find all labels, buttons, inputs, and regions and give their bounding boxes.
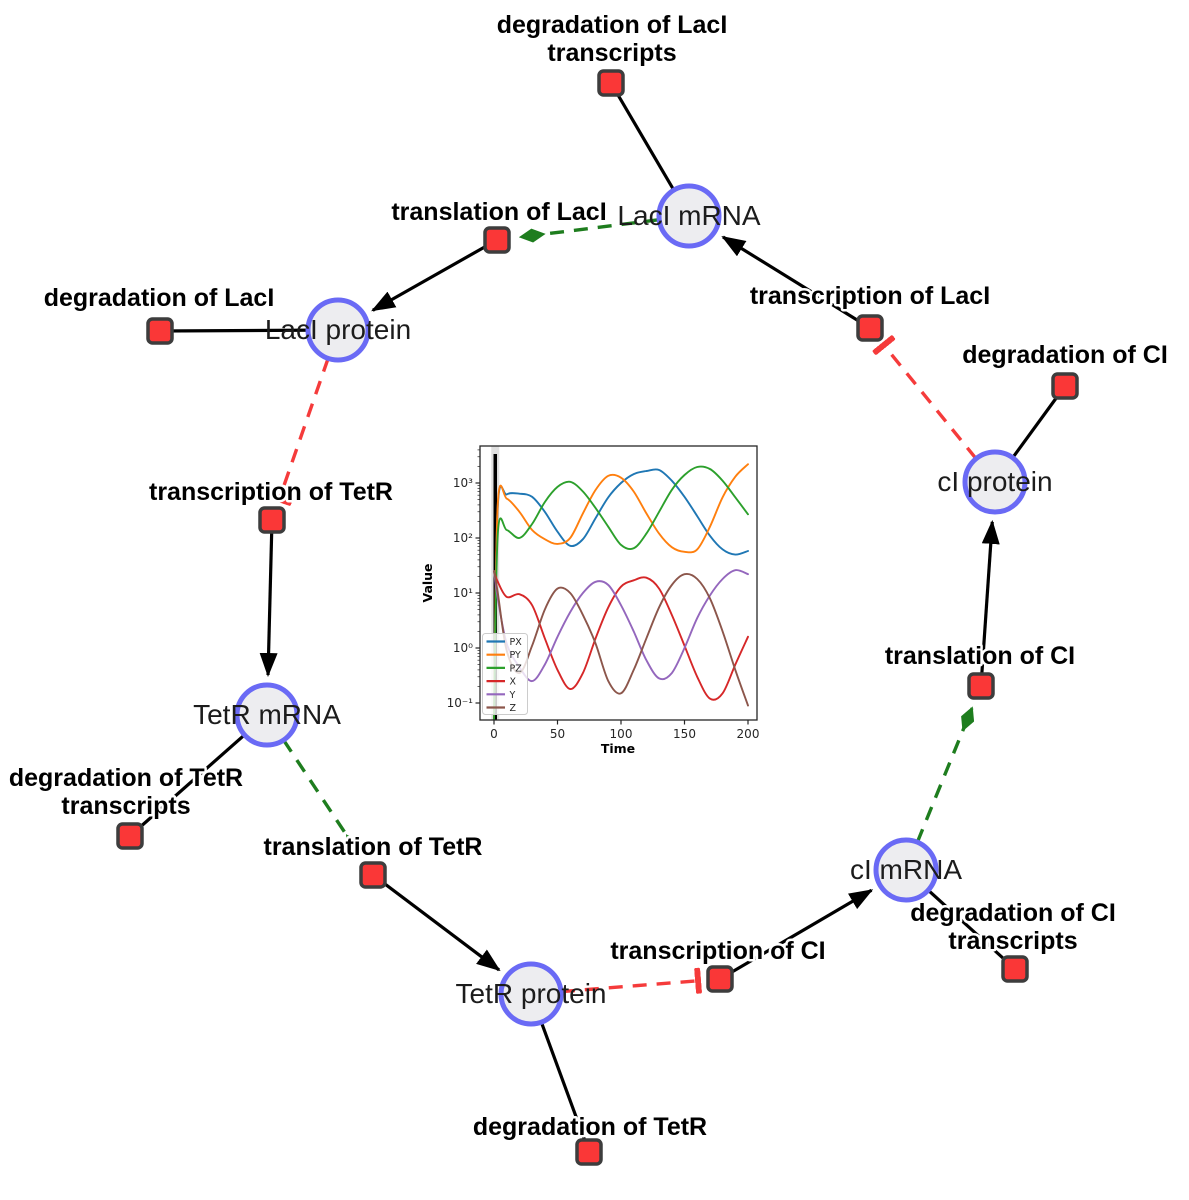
reaction-label-transl_tetr: translation of TetR [264,833,483,861]
species-label-laci_mrna: LacI mRNA [617,200,760,231]
chart-spines [479,445,758,721]
reactions-layer [116,69,1079,1166]
reaction-node-deg_laci_tx[interactable] [597,69,625,97]
edge-ci_protein-transc_laci [872,335,978,460]
species-label-laci_protein: LacI protein [265,314,411,345]
reaction-node-transc_laci[interactable] [856,314,884,342]
reaction-label-transc_tetr: transcription of TetR [149,478,393,506]
chart-xtick-label: 0 [490,727,498,741]
species-label-ci_mrna: cI mRNA [850,854,962,885]
species-label-tetr_protein: TetR protein [456,978,607,1009]
reaction-label-deg_tetr: degradation of TetR [473,1113,707,1141]
species-node-laci_protein[interactable] [305,297,371,363]
edge-transl_laci-laci_protein [371,238,498,312]
reaction-node-transc_ci[interactable] [706,965,734,993]
edge-transl_ci-ci_protein [979,519,1000,687]
reaction-label-deg_laci_tx: degradation of LacI [497,11,728,39]
inset-chart: 0 50 100 150 20010⁻¹10⁰10¹10²10³TimeValuePXP… [420,445,760,756]
reaction-label-transc_ci: transcription of CI [610,937,825,965]
chart-series-PY [493,463,749,720]
reaction-node-deg_tetr[interactable] [575,1138,603,1166]
edge-transc_tetr-tetr_mrna [259,519,278,678]
edge-laci_protein-transc_tetr [266,357,330,506]
edge-transc_ci-ci_mrna [719,888,874,981]
reaction-label-deg_tetr_tx: transcripts [61,792,190,820]
reaction-node-transl_tetr[interactable] [359,861,387,889]
reaction-label-deg_ci_tx: transcripts [948,927,1077,955]
reaction-label-transc_laci: transcription of LacI [750,282,990,310]
chart-xlabel: Time [601,741,635,756]
reaction-label-deg_laci_tx: transcripts [547,39,676,67]
species-layer [234,183,1028,1027]
species-label-tetr_mrna: TetR mRNA [193,699,341,730]
legend-label-PX: PX [510,637,523,648]
legend-label-Y: Y [509,690,516,701]
reaction-node-deg_ci[interactable] [1051,372,1079,400]
legend-label-PY: PY [510,650,522,661]
reaction-node-transl_laci[interactable] [483,226,511,254]
edge-transc_laci-laci_mrna [721,235,871,330]
reaction-label-deg_tetr_tx: degradation of TetR [9,764,243,792]
species-node-tetr_mrna[interactable] [234,682,300,748]
edge-transl_tetr-tetr_protein [372,873,501,972]
chart-series-PX [493,468,749,720]
chart-series-PZ [493,465,749,720]
species-node-laci_mrna[interactable] [656,183,722,249]
chart-ytick-label: 10⁰ [453,641,473,655]
legend-label-Z: Z [510,703,517,714]
species-label-ci_protein: cI protein [937,466,1052,497]
species-node-ci_protein[interactable] [962,449,1028,515]
species-node-tetr_protein[interactable] [498,961,564,1027]
reaction-label-deg_ci: degradation of CI [962,341,1168,369]
reaction-node-deg_laci[interactable] [146,317,174,345]
chart-xtick-label: 100 [610,727,633,741]
reaction-node-transc_tetr[interactable] [258,506,286,534]
reaction-node-transl_ci[interactable] [967,672,995,700]
edge-ci_mrna-transl_ci [915,706,975,843]
reaction-label-deg_laci: degradation of LacI [44,284,275,312]
species-node-ci_mrna[interactable] [873,837,939,903]
reaction-label-deg_ci_tx: degradation of CI [910,899,1116,927]
chart-ylabel: Value [420,563,435,602]
reaction-label-transl_ci: translation of CI [885,642,1075,670]
reaction-label-transl_laci: translation of LacI [391,198,606,226]
chart-xtick-label: 50 [550,727,565,741]
chart-ytick-label: 10³ [453,476,473,490]
chart-ytick-label: 10⁻¹ [447,696,474,710]
reaction-node-deg_ci_tx[interactable] [1001,955,1029,983]
legend-label-X: X [510,677,517,688]
chart-ytick-label: 10² [453,531,473,545]
chart-xtick-label: 200 [737,727,760,741]
chart-xtick-label: 150 [673,727,696,741]
chart-legend: PX PY PZ XYZ [482,633,528,715]
legend-label-PZ: PZ [510,663,523,674]
labels-layer: degradation of LacItranscriptstranslatio… [6,9,1170,1144]
reaction-node-deg_tetr_tx[interactable] [116,822,144,850]
chart-ytick-label: 10¹ [453,586,473,600]
